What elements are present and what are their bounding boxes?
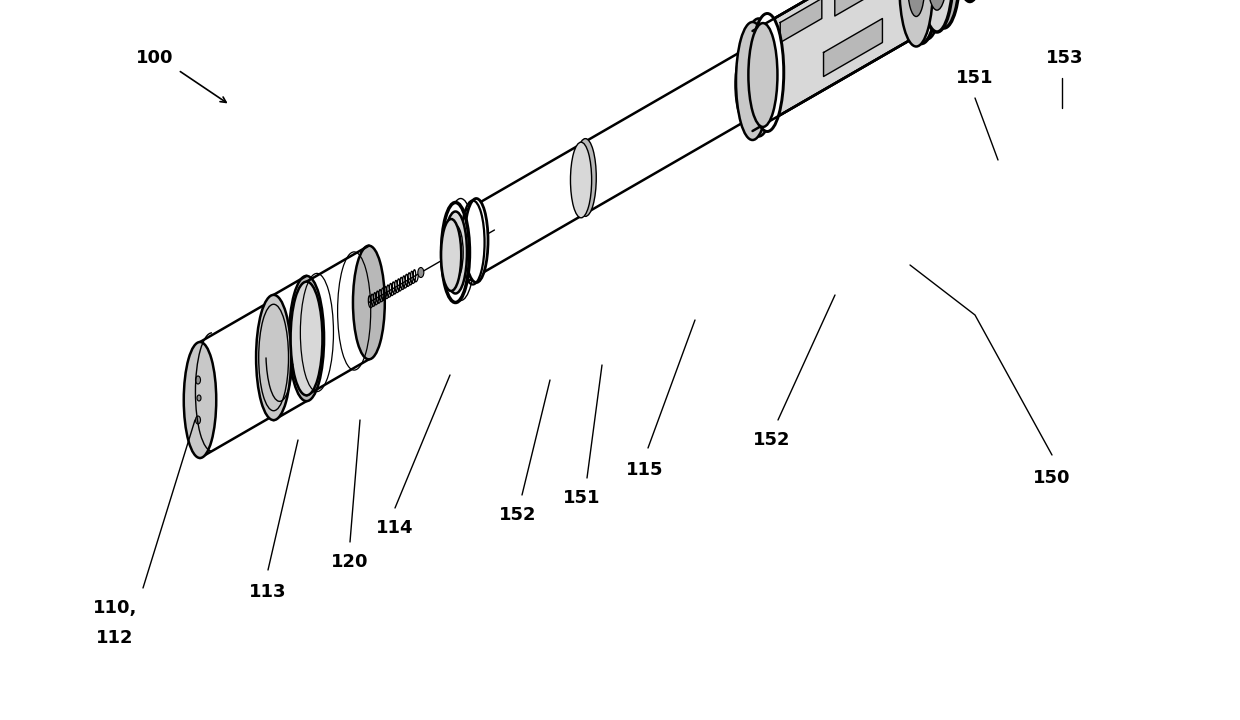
Text: 152: 152 bbox=[500, 506, 537, 524]
Ellipse shape bbox=[289, 276, 324, 401]
Ellipse shape bbox=[197, 395, 201, 401]
Ellipse shape bbox=[750, 14, 784, 132]
Text: 100: 100 bbox=[136, 49, 174, 67]
Ellipse shape bbox=[184, 342, 216, 458]
Text: 114: 114 bbox=[376, 519, 414, 537]
Ellipse shape bbox=[196, 416, 201, 424]
Ellipse shape bbox=[448, 225, 464, 280]
Polygon shape bbox=[823, 19, 883, 76]
Text: 115: 115 bbox=[626, 461, 663, 479]
Ellipse shape bbox=[921, 0, 954, 32]
Ellipse shape bbox=[258, 300, 290, 415]
Ellipse shape bbox=[574, 139, 596, 217]
Polygon shape bbox=[780, 0, 822, 42]
Ellipse shape bbox=[418, 268, 424, 277]
Ellipse shape bbox=[441, 202, 470, 302]
Ellipse shape bbox=[905, 0, 937, 42]
Ellipse shape bbox=[196, 376, 201, 384]
Text: 112: 112 bbox=[97, 629, 134, 647]
Text: 113: 113 bbox=[249, 583, 286, 601]
Ellipse shape bbox=[899, 0, 932, 47]
Text: 151: 151 bbox=[563, 489, 600, 507]
Ellipse shape bbox=[444, 212, 467, 294]
Ellipse shape bbox=[742, 19, 775, 137]
Polygon shape bbox=[835, 0, 898, 16]
Text: 153: 153 bbox=[1047, 49, 1084, 67]
Polygon shape bbox=[753, 0, 921, 131]
Ellipse shape bbox=[735, 49, 755, 121]
Ellipse shape bbox=[257, 295, 291, 420]
Ellipse shape bbox=[928, 0, 960, 28]
Text: 152: 152 bbox=[753, 431, 791, 449]
Text: 120: 120 bbox=[331, 553, 368, 571]
Text: 151: 151 bbox=[956, 69, 993, 87]
Ellipse shape bbox=[910, 0, 944, 40]
Ellipse shape bbox=[749, 23, 777, 127]
Text: 150: 150 bbox=[1033, 469, 1071, 487]
Ellipse shape bbox=[908, 0, 925, 17]
Ellipse shape bbox=[905, 0, 939, 43]
Ellipse shape bbox=[928, 0, 947, 10]
Ellipse shape bbox=[441, 219, 461, 291]
Ellipse shape bbox=[465, 199, 489, 282]
Ellipse shape bbox=[957, 0, 983, 1]
Ellipse shape bbox=[353, 246, 384, 359]
Text: 110,: 110, bbox=[93, 599, 138, 617]
Ellipse shape bbox=[737, 22, 769, 140]
Ellipse shape bbox=[570, 143, 591, 217]
Ellipse shape bbox=[290, 282, 322, 395]
